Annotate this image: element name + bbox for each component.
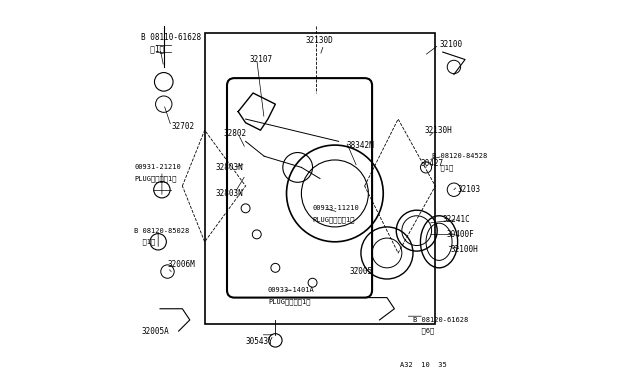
Text: 32103: 32103 <box>458 185 481 194</box>
Text: 32006M: 32006M <box>168 260 195 269</box>
Text: 00933-1401A: 00933-1401A <box>268 287 315 293</box>
Text: 32802: 32802 <box>223 129 246 138</box>
Text: 30400F: 30400F <box>447 230 474 239</box>
Text: 〈1〉: 〈1〉 <box>134 238 156 245</box>
Text: 32100H: 32100H <box>450 245 478 254</box>
Text: PLUGプラグ〈1〉: PLUGプラグ〈1〉 <box>268 298 310 305</box>
Text: 〈6〉: 〈6〉 <box>413 328 435 334</box>
Text: A32  10  35: A32 10 35 <box>400 362 447 368</box>
Text: 00933-11210: 00933-11210 <box>312 205 359 211</box>
Text: PLUGプラグ〈1〉: PLUGプラグ〈1〉 <box>312 216 355 223</box>
Text: B 08120-84528: B 08120-84528 <box>431 153 487 159</box>
Text: 30543Y: 30543Y <box>246 337 273 346</box>
Text: 32005A: 32005A <box>141 327 169 336</box>
Bar <box>205 33 435 324</box>
Text: B 08120-61628: B 08120-61628 <box>413 317 468 323</box>
Text: 32702: 32702 <box>172 122 195 131</box>
Text: B 08110-61628: B 08110-61628 <box>141 33 202 42</box>
Text: 32130H: 32130H <box>424 126 452 135</box>
Text: B 08120-85028: B 08120-85028 <box>134 228 189 234</box>
Text: 〈1〉: 〈1〉 <box>431 164 453 171</box>
Text: 〈1〉: 〈1〉 <box>141 44 164 53</box>
Text: 30427: 30427 <box>420 159 444 168</box>
Text: 32803N: 32803N <box>216 163 244 172</box>
Text: 32803N: 32803N <box>216 189 244 198</box>
Text: 00931-21210: 00931-21210 <box>134 164 180 170</box>
Text: 32107: 32107 <box>250 55 273 64</box>
Text: 32130D: 32130D <box>305 36 333 45</box>
Text: 32100: 32100 <box>439 40 462 49</box>
Text: 32005: 32005 <box>349 267 373 276</box>
Text: 32241C: 32241C <box>443 215 470 224</box>
Text: PLUGプラグ〈1〉: PLUGプラグ〈1〉 <box>134 175 177 182</box>
Text: 38342M: 38342M <box>346 141 374 150</box>
